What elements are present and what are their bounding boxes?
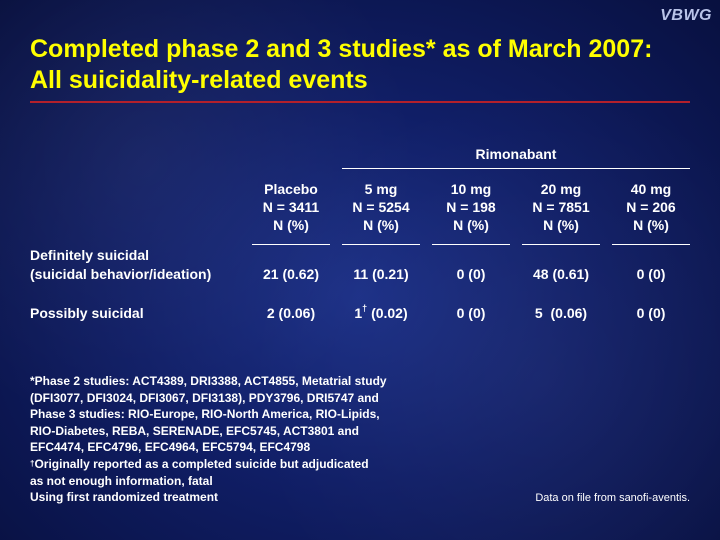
table-cell: 2 (0.06)	[252, 305, 330, 321]
cell-count: 0	[456, 266, 465, 282]
cell-percent: (0)	[648, 266, 666, 282]
column-unit: N (%)	[273, 217, 309, 233]
table-cell: 0 (0)	[612, 305, 690, 321]
cell-count: 48	[532, 266, 549, 282]
column-name: 40 mg	[630, 181, 672, 197]
column-n: N = 7851	[532, 199, 590, 215]
cell-percent: (0)	[468, 305, 486, 321]
column-n: N = 3411	[262, 199, 320, 215]
column-n: N = 206	[626, 199, 676, 215]
cell-percent: (0.21)	[372, 266, 409, 282]
slide-title: Completed phase 2 and 3 studies* as of M…	[30, 35, 653, 94]
footnote-line: Using first randomized treatment	[30, 490, 219, 505]
table-cell: 5 (0.06)	[522, 305, 600, 321]
title-divider	[30, 101, 690, 103]
source-note: Data on file from sanofi-aventis.	[535, 492, 690, 504]
cell-percent: (0)	[648, 305, 666, 321]
cell-percent: (0.61)	[552, 266, 590, 282]
row-label-line: (suicidal behavior/ideation)	[30, 266, 212, 282]
footnotes: *Phase 2 studies: ACT4389, DRI3388, ACT4…	[30, 373, 470, 506]
table-cell: 0 (0)	[432, 305, 510, 321]
column-name: 10 mg	[450, 181, 492, 197]
row-label-line: Possibly suicidal	[30, 305, 144, 321]
rimonabant-group-label: Rimonabant	[475, 146, 557, 162]
column-header-40mg: 40 mg N = 206 N (%)	[612, 180, 690, 234]
column-header-placebo: Placebo N = 3411 N (%)	[252, 180, 330, 234]
cell-count: 1	[354, 305, 363, 321]
cell-count: 2	[266, 305, 275, 321]
column-rule	[342, 244, 420, 245]
rimonabant-group-rule	[342, 168, 690, 169]
row-label-possibly-suicidal: Possibly suicidal	[30, 304, 144, 323]
table-cell: 0 (0)	[612, 266, 690, 282]
cell-percent: (0.62)	[282, 266, 320, 282]
footnote-line: *Phase 2 studies: ACT4389, DRI3388, ACT4…	[30, 374, 387, 388]
column-unit: N (%)	[633, 217, 669, 233]
column-unit: N (%)	[363, 217, 399, 233]
column-rule	[522, 244, 600, 245]
cell-count: 0	[636, 305, 645, 321]
column-header-20mg: 20 mg N = 7851 N (%)	[522, 180, 600, 234]
footnote-line: Phase 3 studies: RIO-Europe, RIO-North A…	[30, 407, 380, 422]
cell-count: 0	[456, 305, 465, 321]
cell-count: 0	[636, 266, 645, 282]
column-header-10mg: 10 mg N = 198 N (%)	[432, 180, 510, 234]
column-rule	[612, 244, 690, 245]
column-unit: N (%)	[543, 217, 579, 233]
column-n: N = 198	[446, 199, 496, 215]
footnote-dagger-line: †Originally reported as a completed suic…	[30, 456, 470, 473]
footnote-line: (DFI3077, DFI3024, DFI3067, DFI3138), PD…	[30, 390, 379, 405]
column-rule	[252, 244, 330, 245]
column-name: 20 mg	[540, 181, 582, 197]
footnote-line: EFC4474, EFC4796, EFC4964, EFC5794, EFC4…	[30, 440, 311, 455]
vbwg-logo: VBWG	[660, 7, 712, 24]
footnote-text: Originally reported as a completed suici…	[34, 456, 369, 471]
table-cell: 1† (0.02)	[342, 303, 420, 321]
column-name: Placebo	[264, 181, 318, 197]
footnote-line: as not enough information, fatal	[30, 473, 213, 488]
column-name: 5 mg	[364, 181, 398, 197]
row-label-line: Definitely suicidal	[30, 247, 150, 263]
table-cell: 21 (0.62)	[252, 266, 330, 282]
column-n: N = 5254	[352, 199, 410, 215]
cell-percent: (0)	[468, 266, 486, 282]
table-cell: 11 (0.21)	[342, 266, 420, 282]
cell-percent: (0.06)	[550, 305, 588, 321]
dagger-mark: †	[362, 303, 368, 313]
column-rule	[432, 244, 510, 245]
table-cell: 0 (0)	[432, 266, 510, 282]
column-header-5mg: 5 mg N = 5254 N (%)	[342, 180, 420, 234]
cell-percent: (0.06)	[278, 305, 316, 321]
cell-count: 11	[353, 266, 369, 282]
cell-count: 5	[534, 305, 543, 321]
footnote-line: RIO-Diabetes, REBA, SERENADE, EFC5745, A…	[30, 423, 359, 438]
cell-percent: (0.02)	[371, 305, 408, 321]
table-cell: 48 (0.61)	[522, 266, 600, 282]
row-label-definitely-suicidal: Definitely suicidal (suicidal behavior/i…	[30, 246, 211, 284]
dagger-mark: †	[30, 458, 35, 468]
column-unit: N (%)	[453, 217, 489, 233]
cell-count: 21	[262, 266, 279, 282]
